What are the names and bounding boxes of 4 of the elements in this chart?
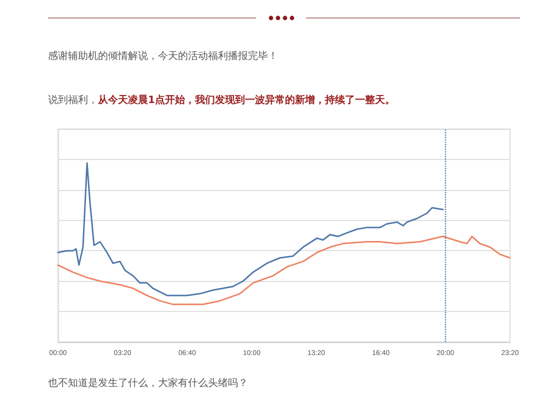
text: 从今天凌晨1点开始，我们发现到一波异常的新增，持续了一整天。 <box>98 95 395 106</box>
text: 感谢辅助机的倾情解说，今天的活动福利播报完毕！ <box>48 50 278 63</box>
text: 也不知道是发生了什么，大家有什么头绪吗？ <box>48 376 248 390</box>
text: 说到福利， <box>48 95 98 106</box>
